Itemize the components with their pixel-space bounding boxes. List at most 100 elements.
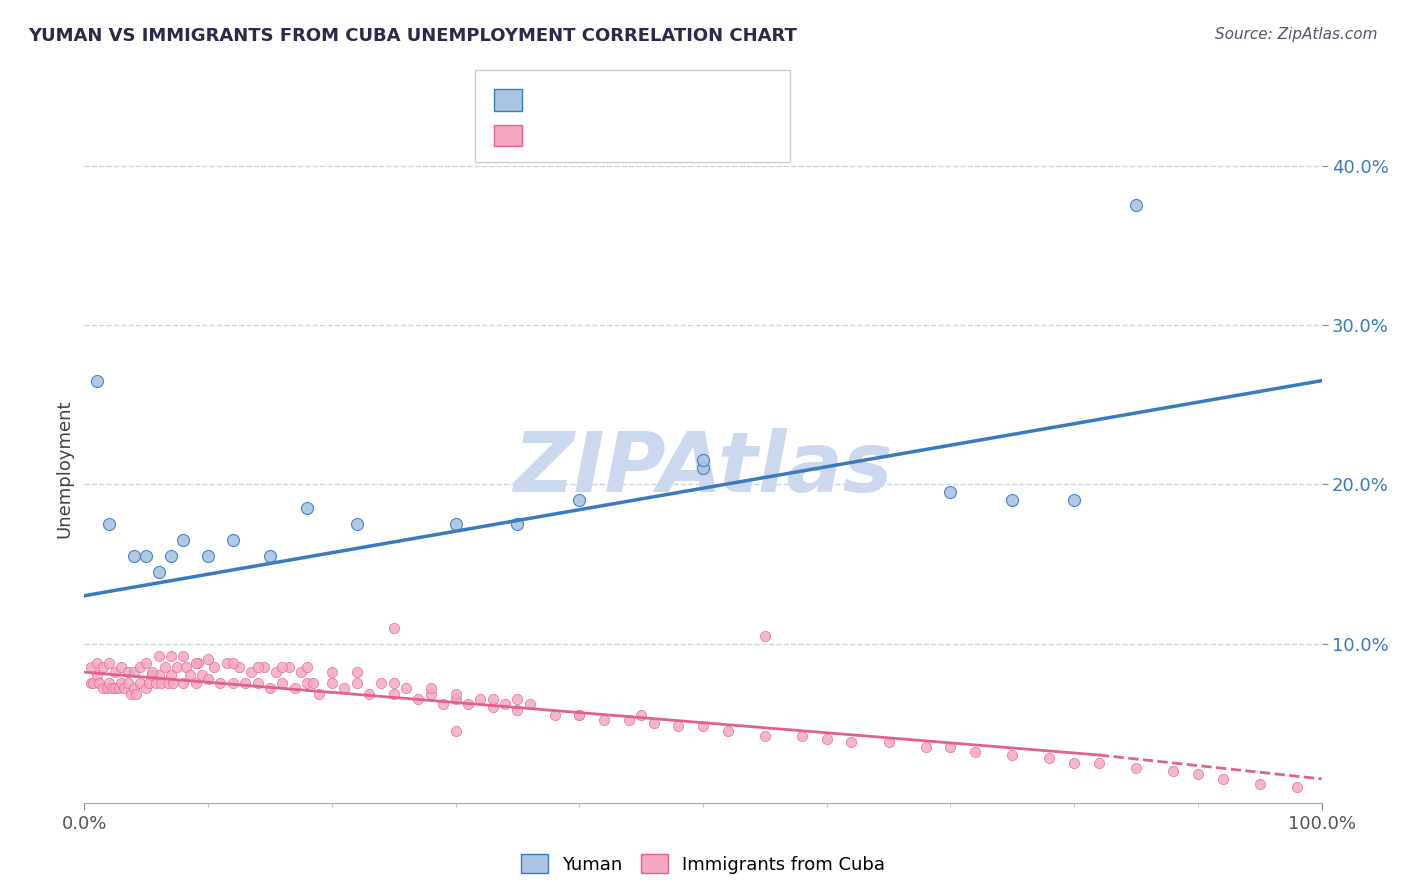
Text: N =: N = bbox=[626, 91, 665, 109]
Point bbox=[914, 740, 936, 755]
Point bbox=[162, 676, 184, 690]
Point bbox=[1001, 493, 1024, 508]
Point bbox=[104, 665, 127, 680]
Point bbox=[1088, 756, 1111, 770]
Point bbox=[382, 676, 405, 690]
Point bbox=[321, 676, 343, 690]
Point bbox=[160, 549, 183, 563]
Point bbox=[129, 660, 152, 674]
Point bbox=[197, 549, 219, 563]
Text: R =: R = bbox=[531, 91, 571, 109]
Point bbox=[122, 665, 145, 680]
Text: N =: N = bbox=[626, 127, 665, 145]
Point bbox=[125, 688, 148, 702]
Text: YUMAN VS IMMIGRANTS FROM CUBA UNEMPLOYMENT CORRELATION CHART: YUMAN VS IMMIGRANTS FROM CUBA UNEMPLOYME… bbox=[28, 27, 797, 45]
Point bbox=[246, 676, 269, 690]
Point bbox=[321, 665, 343, 680]
Point bbox=[222, 676, 245, 690]
Point bbox=[264, 665, 287, 680]
Point bbox=[692, 719, 714, 733]
Point bbox=[277, 660, 299, 674]
Point bbox=[444, 692, 467, 706]
Point bbox=[593, 713, 616, 727]
Text: Source: ZipAtlas.com: Source: ZipAtlas.com bbox=[1215, 27, 1378, 42]
Point bbox=[1063, 493, 1085, 508]
Point bbox=[1161, 764, 1184, 778]
Point bbox=[197, 652, 219, 666]
Point bbox=[419, 681, 441, 695]
Text: 123: 123 bbox=[658, 127, 696, 145]
Point bbox=[108, 681, 131, 695]
Point bbox=[89, 676, 111, 690]
Point bbox=[145, 676, 167, 690]
Point bbox=[1001, 747, 1024, 762]
Point bbox=[98, 676, 121, 690]
Point bbox=[295, 501, 318, 516]
Point bbox=[568, 708, 591, 723]
Point bbox=[494, 697, 516, 711]
Point bbox=[187, 656, 209, 670]
Point bbox=[209, 676, 232, 690]
Point bbox=[519, 697, 541, 711]
Point bbox=[444, 517, 467, 532]
Point bbox=[110, 676, 132, 690]
Point bbox=[395, 681, 418, 695]
Point bbox=[246, 660, 269, 674]
Point bbox=[172, 533, 194, 547]
Point bbox=[135, 681, 157, 695]
Text: ZIPAtlas: ZIPAtlas bbox=[513, 428, 893, 508]
Point bbox=[117, 676, 139, 690]
Point bbox=[215, 656, 238, 670]
Point bbox=[135, 656, 157, 670]
Point bbox=[160, 668, 183, 682]
Point bbox=[370, 676, 392, 690]
Point bbox=[174, 660, 197, 674]
Point bbox=[568, 493, 591, 508]
Point bbox=[408, 692, 430, 706]
Point bbox=[939, 485, 962, 500]
Point bbox=[191, 668, 214, 682]
Point bbox=[86, 668, 108, 682]
Point bbox=[1125, 761, 1147, 775]
Point bbox=[259, 549, 281, 563]
Point bbox=[444, 688, 467, 702]
Point bbox=[506, 692, 529, 706]
Point bbox=[138, 676, 160, 690]
Point bbox=[82, 676, 104, 690]
Point bbox=[357, 688, 380, 702]
Point bbox=[110, 660, 132, 674]
Point bbox=[271, 676, 294, 690]
Point bbox=[86, 374, 108, 388]
Point bbox=[79, 676, 101, 690]
Point bbox=[382, 621, 405, 635]
Point bbox=[104, 681, 127, 695]
Point bbox=[346, 676, 368, 690]
Y-axis label: Unemployment: Unemployment bbox=[55, 399, 73, 538]
Point bbox=[419, 688, 441, 702]
Point bbox=[1125, 198, 1147, 212]
Point bbox=[877, 735, 900, 749]
Point bbox=[157, 676, 180, 690]
Point bbox=[184, 656, 207, 670]
Point bbox=[815, 732, 838, 747]
Point bbox=[1285, 780, 1308, 794]
Point bbox=[543, 708, 565, 723]
Point bbox=[141, 665, 163, 680]
Point bbox=[117, 665, 139, 680]
Point bbox=[172, 649, 194, 664]
Point bbox=[506, 703, 529, 717]
Point bbox=[240, 665, 263, 680]
Point bbox=[754, 628, 776, 642]
Point bbox=[643, 716, 665, 731]
Point bbox=[271, 660, 294, 674]
Text: 21: 21 bbox=[658, 91, 683, 109]
Text: -0.388: -0.388 bbox=[562, 127, 627, 145]
Point bbox=[346, 517, 368, 532]
Point bbox=[1063, 756, 1085, 770]
Text: 0.543: 0.543 bbox=[562, 91, 619, 109]
Point bbox=[284, 681, 307, 695]
Point bbox=[692, 453, 714, 467]
Point bbox=[141, 668, 163, 682]
Point bbox=[100, 681, 122, 695]
Point bbox=[197, 672, 219, 686]
